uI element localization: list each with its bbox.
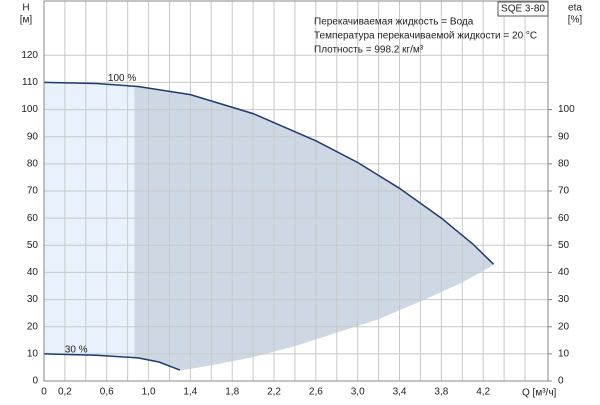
- y2-tick-label: 100: [558, 104, 575, 115]
- y2-tick-label: 30: [558, 294, 570, 305]
- annotation: Плотность = 998.2 кг/м³: [314, 45, 424, 56]
- y-tick-label: 70: [27, 186, 39, 197]
- y-tick-label: 110: [22, 77, 38, 88]
- y-tick-label: 50: [27, 240, 39, 251]
- curve: [43, 353, 181, 371]
- x-axis-label: Q [м³/ч]: [522, 388, 557, 399]
- y-tick-label: 90: [27, 131, 39, 142]
- x-tick-label: 1,4: [183, 387, 197, 398]
- annotation: Температура перекачиваемой жидкости = 20…: [314, 31, 537, 42]
- y2-tick-label: 20: [558, 321, 570, 332]
- y-tick-label: 20: [27, 321, 39, 332]
- y2-tick-label: 60: [558, 213, 570, 224]
- curve-label: 100 %: [108, 73, 136, 84]
- y2-tick-label: 10: [558, 348, 570, 359]
- y-tick-label: 30: [27, 294, 39, 305]
- y-tick-label: 0: [32, 376, 38, 387]
- y-tick-label: 120: [21, 50, 38, 61]
- annotation: Перекачиваемая жидкость = Вода: [314, 17, 474, 28]
- y2-tick-label: 50: [558, 240, 570, 251]
- x-tick-label: 2,2: [267, 387, 281, 398]
- y-tick-label: 40: [27, 267, 39, 278]
- x-tick-label: 3,8: [434, 387, 448, 398]
- x-tick-label: 3,4: [393, 387, 407, 398]
- y-tick-label: 100: [21, 104, 38, 115]
- x-tick-label: 4,2: [476, 387, 490, 398]
- x-tick-label: 0: [41, 387, 47, 398]
- x-tick-label: 1,8: [225, 387, 239, 398]
- marks: 100 % 30 %: [43, 73, 495, 371]
- curve-label: 30 %: [65, 345, 88, 356]
- y2-tick-label: 40: [558, 267, 570, 278]
- x-tick-label: 0,2: [58, 387, 72, 398]
- x-tick-label: 1,0: [142, 387, 156, 398]
- y-tick-label: 80: [27, 158, 39, 169]
- y-axis-label: H: [22, 3, 29, 14]
- model-label: SQE 3-80: [501, 4, 545, 15]
- y-tick-label: 60: [27, 213, 39, 224]
- y2-tick-label: 0: [558, 376, 564, 387]
- y2-tick-label: 80: [558, 158, 570, 169]
- model-box: [497, 1, 549, 17]
- x-tick-label: 3,0: [351, 387, 365, 398]
- y2-tick-label: 90: [558, 131, 570, 142]
- y2-axis-unit: [%]: [568, 15, 583, 26]
- y2-axis-label: eta: [568, 3, 582, 14]
- curve: [43, 81, 495, 265]
- y-tick-label: 10: [27, 348, 39, 359]
- x-tick-label: 2,6: [309, 387, 323, 398]
- y2-tick-label: 70: [558, 186, 570, 197]
- x-tick-label: 0,6: [100, 387, 114, 398]
- y-axis-unit: [м]: [20, 15, 33, 26]
